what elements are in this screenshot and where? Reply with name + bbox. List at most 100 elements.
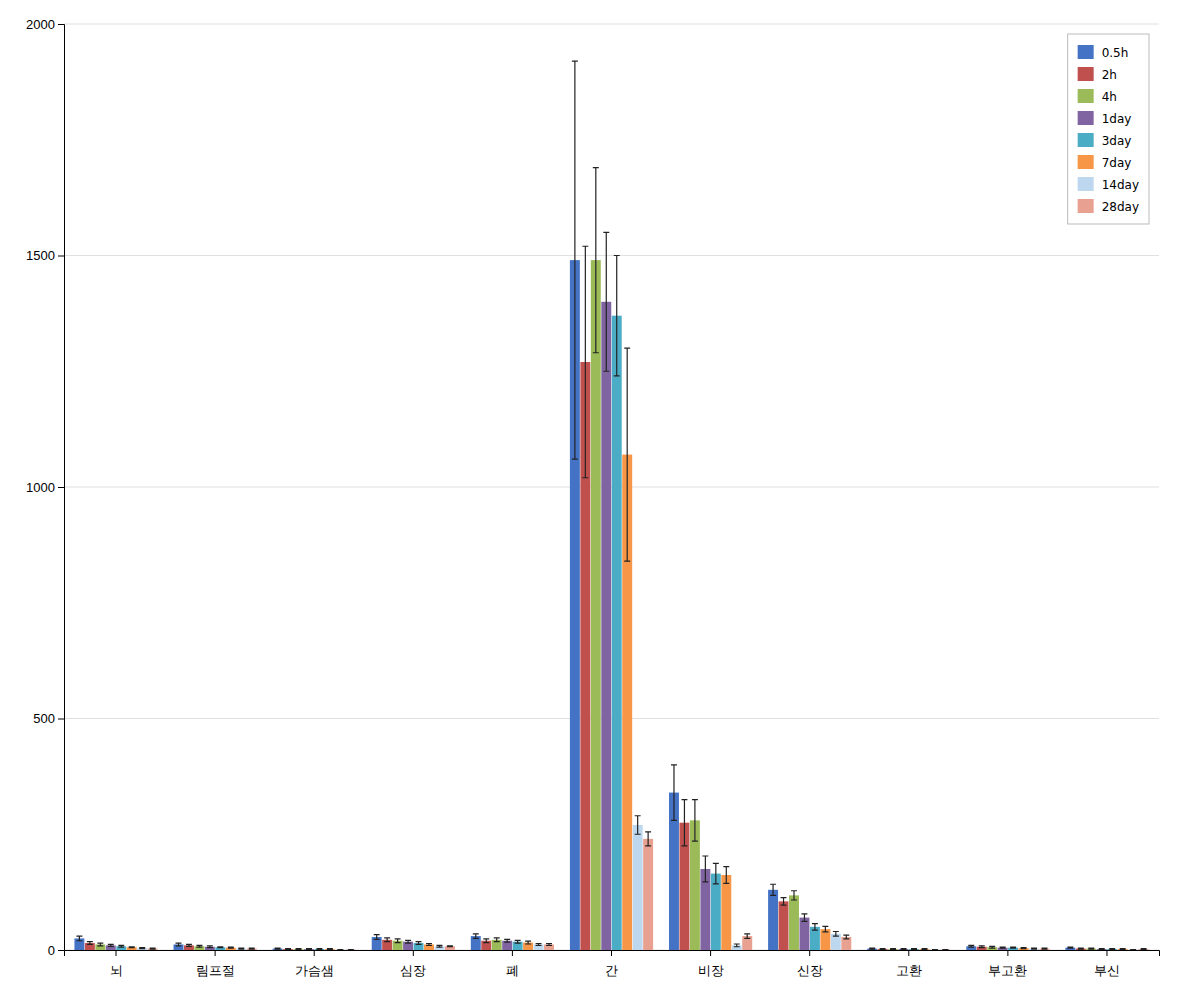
bar xyxy=(283,949,293,950)
error-bar xyxy=(911,948,917,950)
bar xyxy=(273,949,283,950)
x-axis-line xyxy=(65,951,1160,957)
bar xyxy=(711,874,721,950)
error-bar xyxy=(1141,948,1147,950)
x-tick-label: 신장 xyxy=(797,963,823,978)
bar xyxy=(789,895,799,950)
legend-label: 2h xyxy=(1102,68,1117,82)
bar xyxy=(966,946,976,950)
error-bar xyxy=(770,884,776,895)
error-bar xyxy=(150,948,156,950)
error-bar xyxy=(296,948,302,950)
y-tick: 1500 xyxy=(26,248,64,263)
error-bar xyxy=(196,945,202,947)
error-bar xyxy=(582,246,588,477)
x-tick-label: 간 xyxy=(605,963,618,978)
bar xyxy=(534,944,544,950)
legend-box xyxy=(1068,34,1149,224)
series xyxy=(95,260,1096,950)
y-tick-label: 2000 xyxy=(26,17,55,32)
error-bar xyxy=(285,948,291,950)
x-tick-mark xyxy=(1106,950,1107,956)
bar xyxy=(294,949,304,950)
bar xyxy=(779,901,789,950)
error-bar xyxy=(176,943,182,946)
error-bar xyxy=(87,942,93,945)
error-bar xyxy=(405,940,411,943)
y-tick: 0 xyxy=(48,943,64,958)
error-bar xyxy=(97,943,103,946)
error-bar xyxy=(447,945,453,947)
y-tick: 2000 xyxy=(26,17,64,32)
legend-label: 7day xyxy=(1102,156,1132,170)
legend-swatch xyxy=(1078,45,1094,59)
y-tick-mark xyxy=(58,256,64,257)
x-tick-label: 비장 xyxy=(698,963,724,978)
error-bar xyxy=(671,765,677,821)
x-tick: 폐 xyxy=(506,950,519,978)
error-bar xyxy=(436,945,442,947)
bar xyxy=(346,949,356,950)
y-tick-mark xyxy=(58,719,64,720)
y-tick-mark xyxy=(58,24,64,25)
x-tick: 부고환 xyxy=(988,950,1027,978)
x-tick: 비장 xyxy=(698,950,724,978)
error-bar xyxy=(306,948,312,950)
error-bars xyxy=(97,168,1094,950)
grid-line xyxy=(64,255,1159,256)
bar xyxy=(867,949,877,950)
error-bar xyxy=(1088,948,1094,950)
y-tick-label: 0 xyxy=(48,943,55,958)
bar xyxy=(1128,949,1138,950)
legend-item: 2h xyxy=(1078,67,1117,82)
bar xyxy=(601,302,611,950)
legend: 0.5h2h4h1day3day7day14day28day xyxy=(1068,34,1149,224)
error-bar xyxy=(614,256,620,376)
bar xyxy=(930,949,940,950)
error-bar xyxy=(1010,947,1016,949)
y-axis-line xyxy=(58,25,65,951)
error-bar xyxy=(901,948,907,950)
legend-swatch xyxy=(1078,155,1094,169)
bar xyxy=(194,946,204,950)
error-bar xyxy=(890,948,896,950)
error-bar xyxy=(217,946,223,948)
error-bar xyxy=(833,931,839,936)
error-bar xyxy=(483,939,489,943)
error-bars xyxy=(150,832,1147,950)
error-bar xyxy=(1067,947,1073,949)
error-bar xyxy=(76,936,82,941)
error-bar xyxy=(1120,948,1126,950)
series xyxy=(106,302,1107,950)
x-tick-mark xyxy=(512,950,513,956)
x-tick: 고환 xyxy=(896,950,922,978)
bar xyxy=(1107,949,1117,950)
error-bars xyxy=(76,61,1073,949)
error-bar xyxy=(801,914,807,921)
error-bar xyxy=(635,816,641,835)
x-tick-mark xyxy=(710,950,711,956)
legend-label: 3day xyxy=(1102,134,1132,148)
error-bar xyxy=(139,947,145,949)
x-tick-mark xyxy=(1007,950,1008,956)
x-tick-mark xyxy=(116,950,117,956)
error-bars xyxy=(129,348,1126,949)
bar xyxy=(768,890,778,950)
legend-item: 28day xyxy=(1078,199,1139,214)
error-bar xyxy=(515,940,521,943)
bar xyxy=(1029,949,1039,950)
bar xyxy=(1086,949,1096,950)
x-tick-mark xyxy=(314,950,315,956)
bar xyxy=(127,947,137,950)
bar xyxy=(1008,948,1018,950)
error-bar xyxy=(603,232,609,371)
error-bars xyxy=(139,816,1136,950)
error-bar xyxy=(384,938,390,942)
legend-swatch xyxy=(1078,199,1094,213)
error-bar xyxy=(1109,948,1115,950)
y-tick-mark xyxy=(58,950,64,951)
bar xyxy=(987,947,997,950)
y-tick-label: 500 xyxy=(33,711,55,726)
error-bar xyxy=(713,863,719,883)
grid-line xyxy=(64,487,1159,488)
